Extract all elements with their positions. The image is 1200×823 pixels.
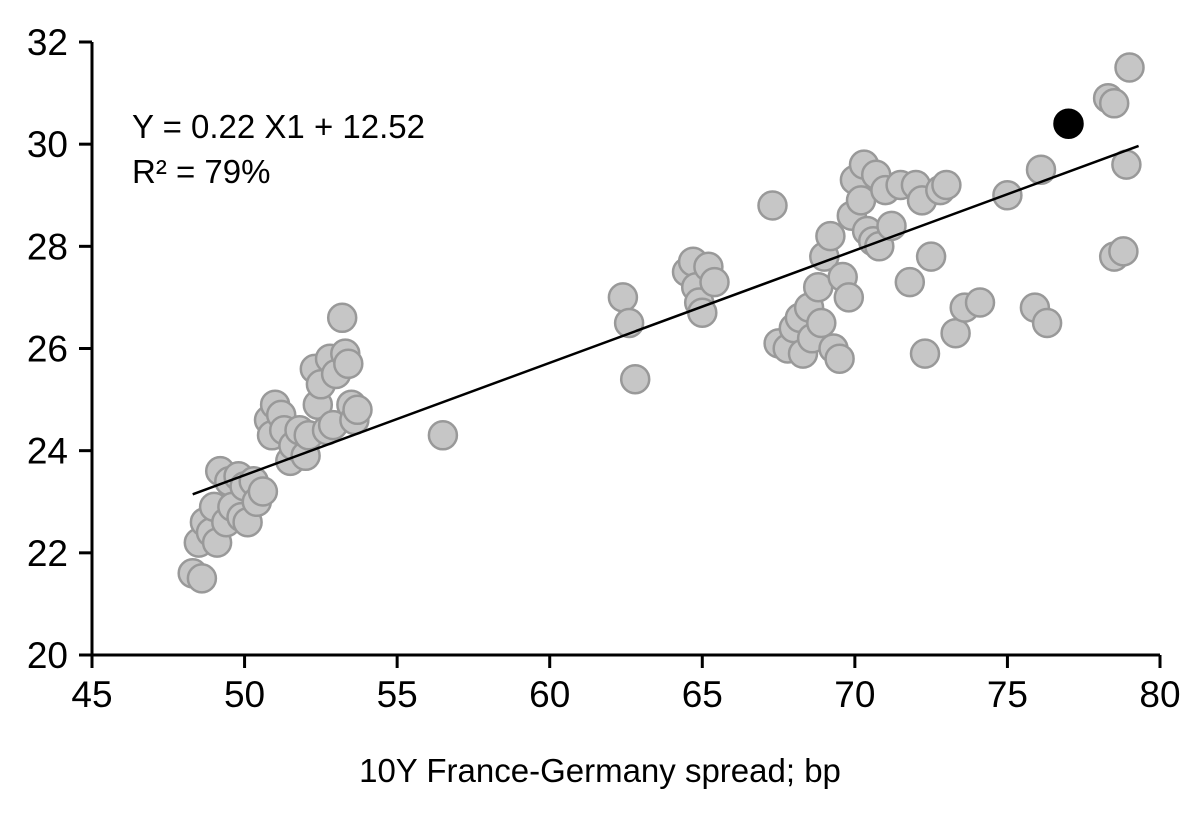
scatter-point	[607, 282, 639, 313]
scatter-point	[333, 348, 364, 380]
scatter-point	[964, 287, 996, 318]
scatter-point	[824, 343, 855, 374]
scatter-point	[931, 169, 962, 201]
scatter-point	[186, 563, 218, 594]
scatter-point	[427, 420, 459, 451]
scatter-point	[1098, 88, 1130, 119]
y-tick-label: 32	[27, 22, 68, 63]
scatter-point	[619, 363, 651, 395]
y-tick-label: 28	[27, 226, 68, 267]
scatter-point	[1114, 52, 1145, 83]
scatter-point	[699, 266, 730, 298]
x-tick-label: 50	[224, 674, 265, 715]
regression-annotation: Y = 0.22 X1 + 12.52 R² = 79%	[132, 104, 425, 194]
scatter-point	[915, 241, 947, 272]
scatter-point	[815, 220, 846, 252]
x-tick-label: 70	[834, 674, 875, 715]
x-axis-label: 10Y France-Germany spread; bp	[359, 752, 841, 789]
x-tick-label: 80	[1139, 674, 1180, 715]
scatter-point	[833, 282, 865, 313]
regression-line	[192, 144, 1140, 496]
y-tick-label: 20	[27, 635, 68, 676]
scatter-point	[894, 266, 926, 298]
scatter-point	[1031, 307, 1063, 339]
y-tick-label: 24	[27, 431, 68, 472]
x-tick-label: 65	[682, 674, 723, 715]
scatter-point	[909, 338, 941, 369]
equation-text: Y = 0.22 X1 + 12.52	[132, 108, 425, 145]
x-tick-label: 60	[529, 674, 570, 715]
y-tick-label: 22	[27, 533, 68, 574]
scatter-point	[757, 190, 788, 221]
y-tick-label: 30	[27, 124, 68, 165]
r-squared-text: R² = 79%	[132, 153, 271, 190]
scatter-point	[806, 307, 837, 339]
y-tick-label: 26	[27, 329, 68, 370]
scatter-point	[342, 394, 373, 426]
x-tick-label: 45	[71, 674, 112, 715]
scatter-point	[876, 210, 907, 242]
scatter-point	[247, 476, 279, 507]
scatter-point	[940, 317, 971, 349]
x-tick-label: 75	[987, 674, 1028, 715]
scatter-point	[1025, 154, 1057, 185]
highlight-point	[1053, 108, 1084, 139]
scatter-point	[1108, 236, 1139, 267]
x-tick-label: 55	[377, 674, 418, 715]
scatter-point	[326, 302, 358, 334]
